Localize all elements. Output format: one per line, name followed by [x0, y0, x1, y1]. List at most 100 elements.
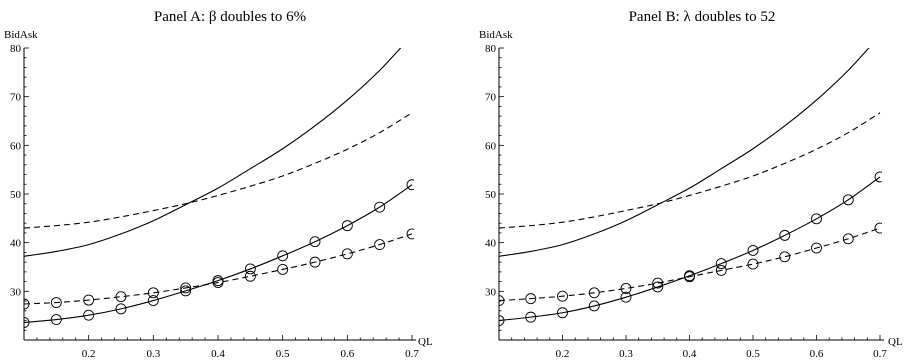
y-tick-label: 60: [10, 140, 22, 152]
series-4: [499, 222, 882, 307]
data-point-marker: [557, 290, 568, 302]
data-point-marker: [147, 287, 159, 299]
data-point-marker: [842, 233, 854, 245]
series-1: [499, 48, 870, 257]
data-point-marker: [50, 314, 62, 326]
y-tick-label: 30: [485, 286, 497, 298]
data-point-marker: [620, 282, 632, 294]
series-line: [499, 176, 881, 322]
series-1: [24, 48, 402, 257]
y-tick-label: 40: [10, 238, 22, 250]
data-point-marker: [525, 311, 537, 323]
data-point-marker: [715, 264, 727, 276]
y-axis-label: BidAsk: [479, 29, 513, 41]
series-4: [24, 228, 414, 310]
data-point-marker: [83, 294, 95, 306]
data-point-marker: [374, 239, 386, 251]
data-point-marker: [309, 236, 321, 248]
x-tick-label: 0.7: [405, 348, 419, 360]
data-point-marker: [180, 285, 192, 297]
x-tick-label: 0.4: [683, 348, 697, 360]
series-3: [499, 171, 882, 326]
y-tick-label: 40: [485, 238, 497, 250]
series-line: [24, 48, 402, 257]
data-point-marker: [747, 244, 759, 256]
y-axis-label: BidAsk: [4, 29, 38, 41]
x-tick-label: 0.5: [746, 348, 760, 360]
data-point-marker: [684, 271, 695, 283]
x-axis-label: QL: [888, 336, 903, 348]
data-point-marker: [406, 179, 414, 191]
data-point-marker: [588, 300, 600, 312]
data-point-marker: [277, 250, 289, 262]
data-point-marker: [715, 258, 727, 270]
chart-title: Panel B: λ doubles to 52: [629, 9, 776, 25]
panel-b: Panel B: λ doubles to 52 BidAsk QL 30 40 50 60…: [479, 9, 903, 360]
panel-a: Panel A: β doubles to 6% BidAsk QL 30 40 50 60…: [4, 9, 433, 360]
series-3: [24, 179, 414, 328]
data-point-marker: [180, 282, 192, 294]
x-tick-label: 0.6: [340, 348, 354, 360]
series-line: [499, 48, 870, 257]
series-2: [499, 112, 881, 229]
x-tick-label: 0.6: [810, 348, 824, 360]
series-line: [499, 227, 881, 302]
data-point-marker: [811, 213, 822, 225]
x-tick-label: 0.7: [873, 348, 887, 360]
data-point-marker: [115, 291, 127, 303]
data-point-marker: [115, 303, 127, 315]
x-tick-label: 0.2: [556, 348, 570, 360]
data-point-marker: [811, 242, 822, 254]
series-line: [24, 184, 413, 324]
data-point-marker: [652, 281, 664, 293]
data-point-marker: [874, 222, 882, 234]
data-point-marker: [50, 297, 62, 308]
series-line: [499, 112, 881, 229]
y-tick-label: 70: [485, 92, 497, 104]
data-point-marker: [24, 298, 30, 310]
data-point-marker: [842, 194, 854, 206]
data-point-marker: [557, 307, 568, 319]
data-point-marker: [24, 317, 30, 328]
data-point-marker: [779, 229, 791, 241]
y-tick-label: 80: [485, 43, 497, 55]
data-point-marker: [525, 293, 537, 305]
data-point-marker: [374, 201, 386, 213]
data-point-marker: [499, 315, 505, 326]
data-point-marker: [309, 256, 321, 268]
data-point-marker: [83, 309, 95, 321]
data-point-marker: [499, 295, 505, 307]
data-point-marker: [244, 270, 256, 282]
data-point-marker: [588, 287, 600, 299]
data-point-marker: [244, 263, 256, 275]
data-point-marker: [341, 220, 353, 232]
data-point-marker: [652, 277, 664, 289]
x-tick-label: 0.3: [619, 348, 633, 360]
data-point-marker: [147, 295, 159, 307]
data-point-marker: [341, 248, 353, 260]
chart-title: Panel A: β doubles to 6%: [154, 9, 306, 25]
data-point-marker: [212, 277, 224, 289]
data-point-marker: [406, 228, 414, 240]
data-point-marker: [747, 258, 759, 270]
data-point-marker: [779, 251, 791, 263]
x-tick-label: 0.2: [82, 348, 96, 360]
y-tick-label: 30: [10, 286, 22, 298]
y-tick-label: 80: [10, 43, 22, 55]
x-tick-label: 0.4: [211, 348, 225, 360]
y-tick-label: 50: [485, 189, 497, 201]
data-point-marker: [277, 263, 289, 275]
x-tick-label: 0.5: [276, 348, 290, 360]
x-tick-label: 0.3: [146, 348, 160, 360]
series-2: [24, 112, 413, 229]
y-tick-label: 50: [10, 189, 22, 201]
y-tick-label: 60: [485, 140, 497, 152]
series-line: [24, 112, 413, 229]
data-point-marker: [874, 171, 882, 183]
data-point-marker: [620, 291, 632, 303]
x-axis-label: QL: [418, 336, 433, 348]
y-tick-label: 70: [10, 92, 22, 104]
series-line: [24, 233, 413, 305]
